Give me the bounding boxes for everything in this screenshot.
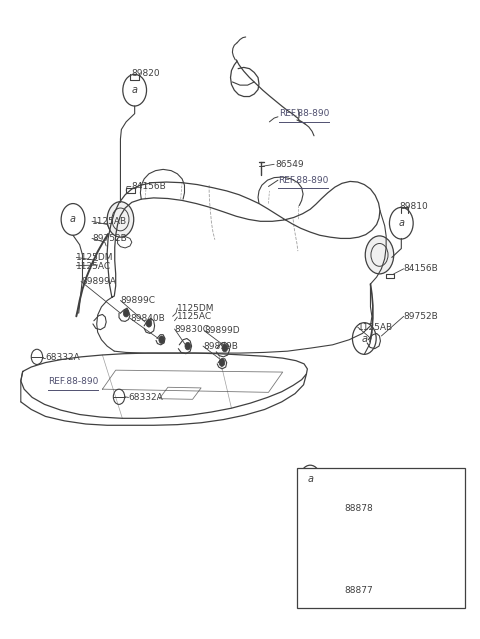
Circle shape [107, 202, 134, 237]
Text: 89899C: 89899C [120, 296, 156, 305]
Text: 1125AB: 1125AB [358, 323, 393, 332]
Text: 89752B: 89752B [92, 234, 127, 243]
Text: 88877: 88877 [344, 586, 373, 595]
Text: 89899D: 89899D [204, 327, 240, 335]
Circle shape [300, 465, 321, 493]
Text: a: a [307, 474, 313, 484]
Text: 89820: 89820 [131, 69, 159, 78]
Text: a: a [398, 218, 404, 228]
Circle shape [146, 320, 152, 327]
Bar [297, 468, 466, 608]
Circle shape [123, 74, 146, 106]
Text: 84156B: 84156B [404, 265, 438, 273]
Text: 89810: 89810 [399, 203, 428, 212]
Circle shape [185, 343, 191, 350]
Text: a: a [70, 215, 76, 224]
Text: REF.88-890: REF.88-890 [279, 109, 329, 118]
Text: 86549: 86549 [276, 160, 304, 169]
Text: 1125DM: 1125DM [76, 253, 114, 262]
Text: 1125AB: 1125AB [92, 217, 127, 226]
Text: 89840B: 89840B [130, 314, 165, 323]
Circle shape [365, 236, 394, 274]
Circle shape [159, 336, 165, 344]
Text: 1125AC: 1125AC [178, 312, 213, 321]
Text: 89752B: 89752B [404, 312, 438, 321]
Text: 1125AC: 1125AC [76, 263, 111, 272]
Text: 68332A: 68332A [129, 393, 163, 402]
Text: 88878: 88878 [344, 504, 373, 512]
Circle shape [352, 323, 376, 355]
Text: 1125DM: 1125DM [178, 304, 215, 312]
Text: 89899B: 89899B [203, 342, 238, 351]
Text: 89830C: 89830C [175, 325, 210, 334]
Text: REF.88-890: REF.88-890 [278, 176, 328, 185]
Text: 84156B: 84156B [131, 182, 166, 191]
Text: 88878: 88878 [343, 538, 372, 547]
Text: 89899A: 89899A [81, 277, 116, 286]
Circle shape [389, 208, 413, 239]
Circle shape [219, 358, 225, 366]
Circle shape [222, 344, 228, 352]
Circle shape [123, 309, 129, 317]
Text: 88877: 88877 [343, 586, 372, 595]
Text: 68332A: 68332A [46, 353, 80, 362]
Text: REF.88-890: REF.88-890 [48, 377, 98, 386]
Circle shape [61, 204, 85, 235]
Text: a: a [132, 85, 138, 95]
Text: a: a [361, 334, 367, 344]
